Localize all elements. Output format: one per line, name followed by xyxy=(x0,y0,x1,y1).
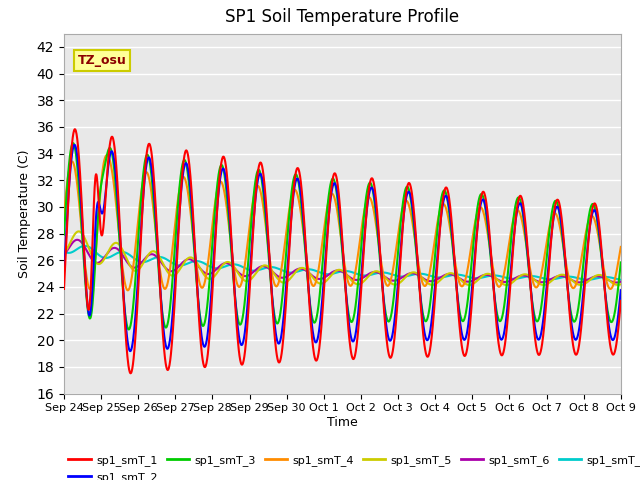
sp1_smT_3 xyxy=(71,144,79,150)
sp1_smT_1 xyxy=(312,358,320,363)
sp1_smT_4 xyxy=(124,288,132,293)
sp1_smT_2 xyxy=(346,326,353,332)
sp1_smT_6 xyxy=(617,279,625,285)
sp1_smT_1 xyxy=(71,126,79,132)
sp1_smT_1 xyxy=(445,191,452,197)
sp1_smT_6 xyxy=(444,271,452,277)
sp1_smT_4 xyxy=(60,212,68,217)
sp1_smT_5 xyxy=(503,282,511,288)
sp1_smT_1 xyxy=(582,272,589,278)
Line: sp1_smT_5: sp1_smT_5 xyxy=(64,231,621,285)
sp1_smT_3 xyxy=(125,326,132,332)
sp1_smT_2 xyxy=(71,142,79,148)
sp1_smT_3 xyxy=(582,239,589,244)
sp1_smT_7 xyxy=(312,268,320,274)
sp1_smT_3 xyxy=(445,204,452,209)
sp1_smT_2 xyxy=(582,264,589,270)
sp1_smT_4 xyxy=(161,286,168,291)
sp1_smT_4 xyxy=(70,164,78,169)
sp1_smT_4 xyxy=(445,216,452,221)
sp1_smT_3 xyxy=(617,260,625,265)
sp1_smT_4 xyxy=(312,277,320,283)
sp1_smT_1 xyxy=(617,298,625,304)
sp1_smT_2 xyxy=(161,334,168,339)
sp1_smT_6 xyxy=(60,252,68,258)
sp1_smT_4 xyxy=(617,244,625,250)
sp1_smT_5 xyxy=(160,263,168,268)
sp1_smT_7 xyxy=(617,277,625,283)
Y-axis label: Soil Temperature (C): Soil Temperature (C) xyxy=(18,149,31,278)
sp1_smT_6 xyxy=(160,263,168,269)
sp1_smT_2 xyxy=(445,200,452,206)
sp1_smT_4 xyxy=(582,231,589,237)
sp1_smT_5 xyxy=(444,271,452,276)
sp1_smT_5 xyxy=(312,278,320,284)
sp1_smT_2 xyxy=(60,270,68,276)
sp1_smT_1 xyxy=(161,349,168,355)
sp1_smT_5 xyxy=(75,228,83,234)
sp1_smT_6 xyxy=(612,280,620,286)
Title: SP1 Soil Temperature Profile: SP1 Soil Temperature Profile xyxy=(225,9,460,26)
sp1_smT_6 xyxy=(70,238,78,244)
sp1_smT_3 xyxy=(69,140,77,146)
Line: sp1_smT_4: sp1_smT_4 xyxy=(64,155,621,290)
sp1_smT_6 xyxy=(582,278,589,284)
sp1_smT_2 xyxy=(312,339,320,345)
sp1_smT_1 xyxy=(60,286,68,292)
Line: sp1_smT_3: sp1_smT_3 xyxy=(64,143,621,329)
Text: TZ_osu: TZ_osu xyxy=(78,54,127,67)
Line: sp1_smT_1: sp1_smT_1 xyxy=(64,129,621,373)
sp1_smT_3 xyxy=(312,315,320,321)
sp1_smT_4 xyxy=(346,282,353,288)
sp1_smT_1 xyxy=(127,371,134,376)
sp1_smT_5 xyxy=(582,280,589,286)
sp1_smT_3 xyxy=(60,232,68,238)
sp1_smT_2 xyxy=(617,288,625,293)
sp1_smT_4 xyxy=(103,152,111,158)
sp1_smT_6 xyxy=(346,274,353,280)
sp1_smT_1 xyxy=(70,127,78,132)
sp1_smT_3 xyxy=(346,315,353,321)
sp1_smT_7 xyxy=(81,243,89,249)
sp1_smT_5 xyxy=(617,281,625,287)
X-axis label: Time: Time xyxy=(327,416,358,429)
sp1_smT_6 xyxy=(74,237,81,243)
sp1_smT_7 xyxy=(160,255,168,261)
sp1_smT_2 xyxy=(70,142,78,148)
sp1_smT_7 xyxy=(346,268,353,274)
sp1_smT_5 xyxy=(70,232,78,238)
sp1_smT_5 xyxy=(346,275,353,281)
sp1_smT_7 xyxy=(60,248,68,254)
sp1_smT_5 xyxy=(60,250,68,256)
sp1_smT_7 xyxy=(70,248,78,254)
Line: sp1_smT_2: sp1_smT_2 xyxy=(64,145,621,351)
sp1_smT_2 xyxy=(126,348,134,354)
sp1_smT_1 xyxy=(346,338,353,344)
sp1_smT_7 xyxy=(444,273,452,279)
Line: sp1_smT_6: sp1_smT_6 xyxy=(64,240,621,283)
sp1_smT_6 xyxy=(312,276,320,281)
sp1_smT_7 xyxy=(582,277,589,283)
Legend: sp1_smT_1, sp1_smT_2, sp1_smT_3, sp1_smT_4, sp1_smT_5, sp1_smT_6, sp1_smT_7: sp1_smT_1, sp1_smT_2, sp1_smT_3, sp1_smT… xyxy=(64,451,640,480)
sp1_smT_3 xyxy=(161,322,168,327)
Line: sp1_smT_7: sp1_smT_7 xyxy=(64,246,621,280)
